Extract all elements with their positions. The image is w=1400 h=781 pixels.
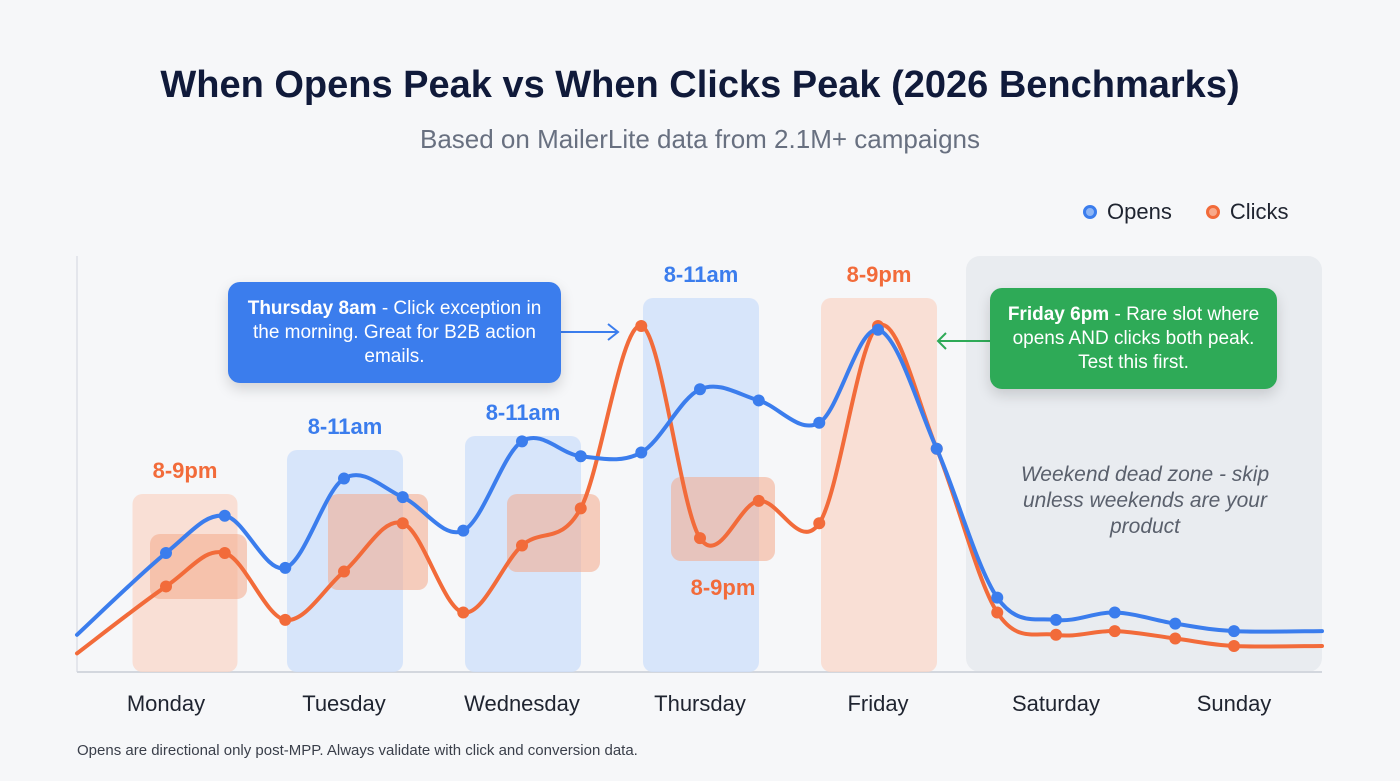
point-clicks [396, 517, 409, 530]
friday-callout: Friday 6pm - Rare slot where opens AND c… [990, 288, 1277, 389]
chart-title: When Opens Peak vs When Clicks Peak (202… [160, 64, 1240, 106]
point-opens [930, 442, 943, 455]
highlight-band-clicks [821, 298, 937, 672]
x-tick-label: Wednesday [464, 691, 580, 716]
legend: Opens Clicks [1083, 199, 1289, 225]
highlight-label: 8-9pm [153, 458, 218, 483]
legend-opens-label: Opens [1107, 199, 1172, 224]
point-opens [338, 472, 350, 485]
x-tick-label: Sunday [1197, 691, 1272, 716]
point-opens [635, 446, 648, 459]
point-opens [872, 323, 884, 336]
point-opens [516, 435, 528, 448]
point-clicks [694, 532, 706, 545]
highlight-label: 8-9pm [847, 262, 912, 287]
point-opens [1108, 606, 1121, 619]
thursday-callout-bold: Thursday 8am [247, 297, 377, 319]
clicks-marker-icon [1205, 205, 1220, 219]
point-opens [1228, 625, 1240, 638]
point-clicks [1050, 628, 1062, 641]
arrow-icon [561, 323, 620, 341]
thursday-callout: Thursday 8am - Click exception in the mo… [228, 282, 561, 383]
thursday-callout-text: - Click exception in the morning. Great … [252, 297, 542, 367]
x-tick-label: Tuesday [302, 691, 386, 716]
point-opens [279, 561, 292, 574]
point-clicks [457, 606, 470, 619]
friday-callout-bold: Friday 6pm [1007, 303, 1110, 325]
arrow-icon [936, 332, 990, 350]
point-opens [991, 591, 1004, 604]
point-opens [457, 524, 470, 537]
friday-callout-text: - Rare slot where opens AND clicks both … [1012, 303, 1260, 373]
point-clicks [635, 320, 648, 333]
point-clicks [160, 580, 172, 593]
point-clicks [991, 606, 1004, 619]
opens-marker-icon [1083, 205, 1097, 219]
x-tick-label: Monday [127, 691, 205, 716]
point-clicks [218, 546, 231, 559]
point-opens [694, 383, 706, 396]
legend-opens: Opens [1083, 199, 1172, 225]
point-clicks [752, 494, 765, 507]
point-opens [752, 394, 765, 407]
point-clicks [338, 565, 350, 578]
point-opens [813, 416, 826, 429]
footnote: Opens are directional only post-MPP. Alw… [77, 742, 638, 759]
point-opens [1169, 617, 1182, 630]
x-tick-label: Friday [847, 691, 908, 716]
legend-clicks-label: Clicks [1229, 199, 1289, 224]
point-clicks [1228, 639, 1240, 652]
highlight-label: 8-11am [486, 400, 561, 425]
highlight-label: 8-9pm [691, 575, 756, 600]
point-opens [218, 509, 231, 522]
point-clicks [813, 517, 826, 530]
chart-subtitle: Based on MailerLite data from 2.1M+ camp… [419, 124, 980, 154]
point-clicks [1108, 625, 1121, 638]
point-clicks [516, 539, 528, 552]
series-clicks [75, 320, 1324, 656]
x-tick-label: Thursday [654, 691, 746, 716]
x-tick-label: Saturday [1012, 691, 1100, 716]
highlight-box-clicks [671, 477, 775, 561]
highlight-label: 8-11am [308, 414, 383, 439]
point-opens [160, 546, 172, 559]
point-opens [1050, 613, 1062, 626]
weekend-note: Weekend dead zone - skip unless weekends… [1020, 463, 1270, 538]
legend-clicks: Clicks [1205, 199, 1289, 225]
point-opens [396, 491, 409, 504]
point-clicks [574, 502, 587, 515]
point-opens [574, 450, 587, 463]
highlight-label: 8-11am [664, 262, 739, 287]
point-clicks [279, 613, 292, 626]
point-clicks [1169, 632, 1182, 645]
series-opens [75, 323, 1324, 638]
